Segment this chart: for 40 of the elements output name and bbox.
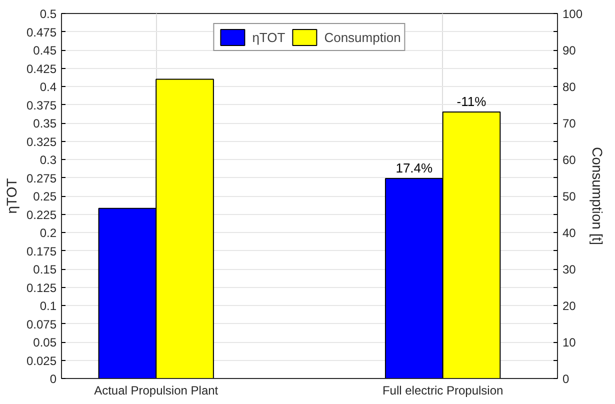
y-tick-label: 0.475: [26, 25, 57, 40]
y-axis-title: ηTOT: [3, 178, 20, 214]
y2-tick-label: 50: [562, 190, 576, 204]
y-tick-label: 0.425: [26, 62, 57, 76]
y-tick-label: 0.05: [33, 336, 57, 350]
y-tick-label: 0.35: [33, 116, 57, 130]
y2-tick-label: 30: [562, 262, 576, 276]
y2-tick-label: 80: [562, 80, 576, 94]
y-tick-label: 0.275: [26, 171, 57, 186]
y2-tick-label: 60: [562, 153, 576, 167]
y2-tick-label: 10: [562, 336, 576, 350]
y2-tick-label: 90: [562, 44, 576, 58]
y2-tick-label: 20: [562, 299, 576, 313]
y-tick-label: 0.45: [33, 44, 57, 58]
y-tick-label: 0.4: [40, 80, 57, 94]
y-tick-label: 0.075: [26, 317, 57, 332]
y2-tick-label: 70: [562, 116, 576, 130]
y2-axis-title: Consumption [t]: [590, 146, 606, 246]
y-tick-label: 0: [50, 372, 57, 386]
y-tick-label: 0.325: [26, 134, 57, 149]
y-tick-label: 0.25: [33, 190, 57, 204]
y-tick-label: 0.225: [26, 208, 57, 222]
y-tick-label: 0.1: [40, 299, 57, 313]
annotation: -11%: [456, 94, 487, 110]
x-tick-label: Actual Propulsion Plant: [94, 384, 219, 398]
y-tick-label: 0.15: [33, 262, 57, 276]
x-tick-label: Full electric Propulsion: [382, 384, 504, 398]
legend-label: Consumption: [324, 30, 401, 44]
y2-tick-label: 0: [562, 372, 570, 386]
y-tick-label: 0.3: [40, 153, 57, 167]
y-tick-label: 0.375: [26, 98, 57, 112]
y-tick-label: 0.175: [26, 244, 57, 258]
y2-tick-label: 40: [562, 226, 576, 240]
legend-label: ηTOT: [252, 30, 286, 44]
y-tick-label: 0.5: [40, 7, 57, 21]
annotation: 17.4%: [396, 160, 434, 176]
y-tick-label: 0.025: [26, 354, 57, 368]
y2-tick-label: 100: [562, 7, 583, 21]
y-tick-label: 0.125: [26, 280, 57, 295]
y-tick-label: 0.2: [40, 226, 57, 240]
